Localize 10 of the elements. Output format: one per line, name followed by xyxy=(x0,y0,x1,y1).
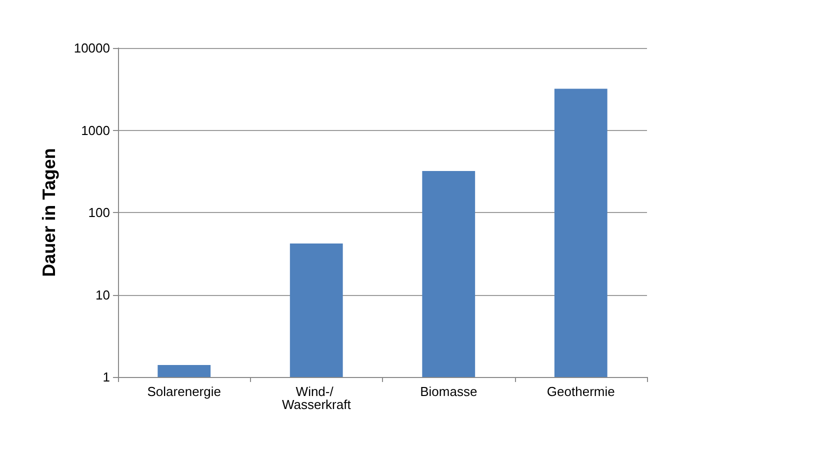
x-tick-label: Biomasse xyxy=(420,384,478,399)
y-tick-label: 100 xyxy=(88,205,110,220)
x-tick-label: Solarenergie xyxy=(147,384,221,399)
y-axis-title: Dauer in Tagen xyxy=(39,148,59,277)
x-tick-label: Geothermie xyxy=(546,384,615,399)
y-tick-label: 1000 xyxy=(81,122,110,138)
y-tick-label: 1 xyxy=(102,370,110,384)
y-tick-label: 10 xyxy=(96,287,110,302)
y-tick-label: 10000 xyxy=(74,40,110,56)
x-tick-label: Wind-/ Wasserkraft xyxy=(282,384,352,412)
